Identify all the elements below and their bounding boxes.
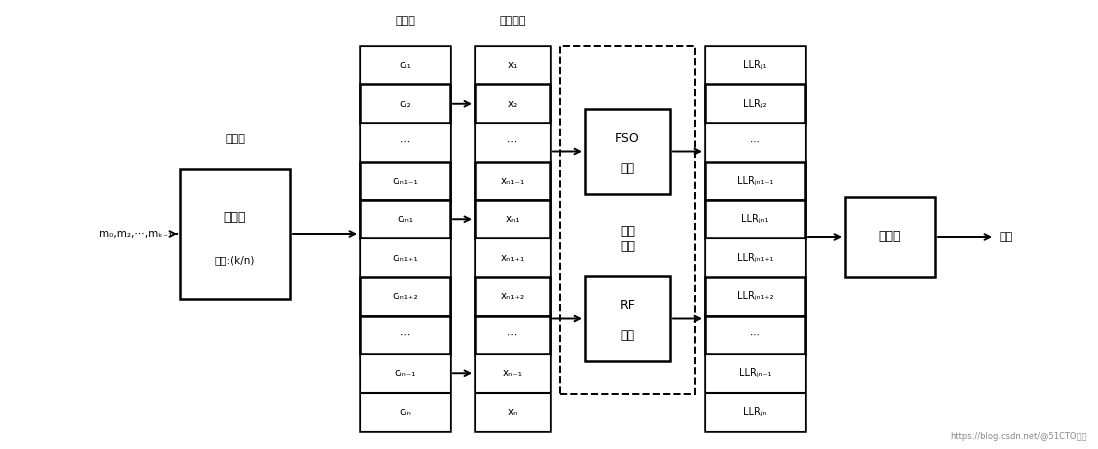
Text: RF: RF — [619, 299, 636, 312]
Text: cᵢₙ₁₊₁: cᵢₙ₁₊₁ — [392, 253, 418, 263]
Text: ⋯: ⋯ — [507, 330, 517, 340]
Text: https://blog.csdn.net/@51CTO博客: https://blog.csdn.net/@51CTO博客 — [951, 432, 1087, 441]
Bar — [475, 84, 550, 123]
Text: 输出: 输出 — [1000, 232, 1013, 242]
Bar — [585, 276, 670, 361]
Text: ⋯: ⋯ — [400, 137, 411, 147]
Bar — [360, 162, 450, 200]
Bar — [360, 277, 450, 316]
Text: LLRⱼₙ: LLRⱼₙ — [743, 407, 766, 417]
Text: xₙ₁₊₂: xₙ₁₊₂ — [501, 291, 525, 301]
Bar — [360, 46, 450, 84]
Text: x₁: x₁ — [507, 60, 517, 70]
Text: xₙ₁₊₁: xₙ₁₊₁ — [501, 253, 525, 263]
Bar — [705, 46, 805, 84]
Text: cᵢₙ₁₊₂: cᵢₙ₁₊₂ — [392, 291, 418, 301]
Text: cᵢₙ: cᵢₙ — [400, 407, 411, 417]
Bar — [705, 277, 805, 316]
Text: xₙ₁₋₁: xₙ₁₋₁ — [501, 176, 525, 186]
Text: LLRⱼₙ₁₊₂: LLRⱼₙ₁₊₂ — [737, 291, 773, 301]
Text: ⋯: ⋯ — [750, 330, 760, 340]
Bar — [360, 354, 450, 392]
Bar — [475, 238, 550, 277]
Text: LLRⱼₙ₁₋₁: LLRⱼₙ₁₋₁ — [737, 176, 773, 186]
Bar — [705, 46, 805, 431]
Text: cᵢ₁: cᵢ₁ — [399, 60, 411, 70]
Bar — [475, 123, 550, 162]
Text: ⋯: ⋯ — [750, 137, 760, 147]
Bar — [705, 316, 805, 354]
Text: 信息位: 信息位 — [225, 134, 245, 144]
Bar — [475, 277, 550, 316]
Text: cᵢ₂: cᵢ₂ — [400, 99, 411, 109]
Text: 译码器: 译码器 — [878, 230, 901, 243]
Text: m₀,m₂,⋯,mₖ₋₁: m₀,m₂,⋯,mₖ₋₁ — [99, 229, 172, 239]
Text: LLRⱼₙ₁: LLRⱼₙ₁ — [741, 214, 769, 224]
Bar — [585, 109, 670, 194]
Bar — [705, 162, 805, 200]
Text: xₙ₋₁: xₙ₋₁ — [503, 368, 523, 378]
Text: LLRⱼₙ₋₁: LLRⱼₙ₋₁ — [739, 368, 771, 378]
Text: LLRⱼₙ₁₊₁: LLRⱼₙ₁₊₁ — [737, 253, 773, 263]
Text: 编码
信道: 编码 信道 — [620, 225, 636, 253]
Text: cᵢₙ₁₋₁: cᵢₙ₁₋₁ — [392, 176, 418, 186]
Bar — [475, 46, 550, 431]
Text: ⋯: ⋯ — [507, 137, 517, 147]
Bar — [705, 354, 805, 392]
Bar — [360, 46, 450, 431]
Bar — [705, 392, 805, 431]
Bar — [475, 200, 550, 238]
Bar — [360, 84, 450, 123]
Bar — [560, 46, 695, 394]
Text: xₙ₁: xₙ₁ — [505, 214, 519, 224]
Bar — [475, 392, 550, 431]
Bar — [705, 238, 805, 277]
Text: 码元位: 码元位 — [395, 16, 415, 26]
Text: xₙ: xₙ — [507, 407, 517, 417]
Bar — [360, 200, 450, 238]
Text: 编码器: 编码器 — [224, 211, 246, 224]
Bar — [705, 84, 805, 123]
Text: FSO: FSO — [615, 132, 640, 145]
Bar — [475, 162, 550, 200]
Text: 信道输入: 信道输入 — [500, 16, 526, 26]
Text: 码率:(k/n): 码率:(k/n) — [215, 255, 255, 265]
Bar — [475, 316, 550, 354]
Text: 信道: 信道 — [620, 329, 635, 342]
Bar — [360, 392, 450, 431]
Text: LLRⱼ₂: LLRⱼ₂ — [743, 99, 766, 109]
Bar — [705, 200, 805, 238]
Text: cᵢₙ₋₁: cᵢₙ₋₁ — [394, 368, 416, 378]
Text: ⋯: ⋯ — [400, 330, 411, 340]
Text: x₂: x₂ — [507, 99, 517, 109]
Bar — [705, 123, 805, 162]
Bar — [475, 46, 550, 84]
Bar — [180, 169, 290, 299]
Bar — [845, 197, 935, 277]
Text: LLRⱼ₁: LLRⱼ₁ — [743, 60, 766, 70]
Text: cᵢₙ₁: cᵢₙ₁ — [397, 214, 413, 224]
Bar — [360, 238, 450, 277]
Bar — [360, 123, 450, 162]
Text: 信道: 信道 — [620, 162, 635, 175]
Bar — [360, 316, 450, 354]
Bar — [475, 354, 550, 392]
